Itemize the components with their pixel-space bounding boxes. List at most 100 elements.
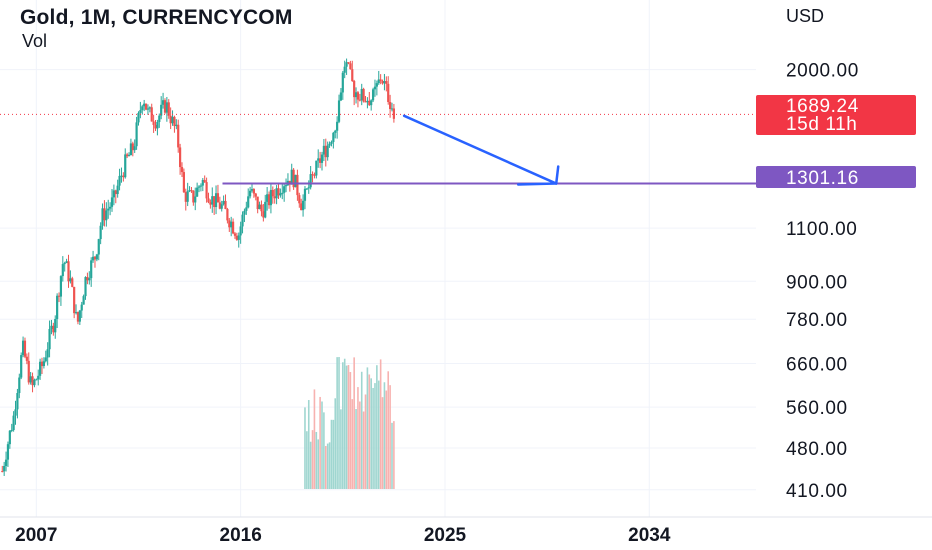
- candle-body: [264, 201, 267, 218]
- volume-bar: [323, 412, 325, 489]
- candle-body: [42, 361, 45, 367]
- candle-body: [214, 193, 218, 208]
- volume-bar: [340, 409, 342, 489]
- candle-body: [84, 277, 87, 297]
- arrow-shaft: [402, 114, 558, 185]
- candle-body: [252, 189, 255, 194]
- arrow-head: [516, 165, 560, 186]
- candle-body: [216, 193, 220, 203]
- candle-body: [82, 296, 85, 305]
- candle-body: [390, 108, 394, 110]
- candle-body: [197, 186, 201, 188]
- candle-body: [141, 106, 144, 111]
- candle-body: [354, 92, 358, 98]
- candle-body: [74, 312, 78, 314]
- volume-bar: [376, 365, 378, 489]
- candle-body: [228, 220, 231, 228]
- candle-body: [76, 312, 80, 322]
- volume-bar: [366, 367, 369, 489]
- candle-body: [25, 356, 28, 361]
- candle-body: [205, 182, 208, 199]
- volume-bar: [372, 387, 374, 489]
- volume-bar: [338, 357, 340, 489]
- support-level-value: 1301.16: [786, 168, 859, 189]
- volume-bar: [332, 419, 335, 489]
- last-price-value: 1689.24: [786, 96, 859, 117]
- candle-body: [283, 186, 286, 193]
- candle-body: [349, 63, 352, 70]
- candle-body: [152, 121, 155, 125]
- candle-body: [44, 357, 47, 362]
- candle-body: [91, 256, 95, 261]
- y-tick-label: 780.00: [786, 310, 848, 331]
- candle-body: [173, 116, 176, 127]
- candle-body: [368, 100, 371, 106]
- candle-body: [249, 190, 252, 197]
- candle-body: [209, 202, 212, 205]
- candle-body: [114, 190, 117, 195]
- volume-bar: [342, 362, 344, 489]
- candle-body: [129, 143, 133, 156]
- candle-body: [110, 197, 114, 207]
- candle-body: [59, 276, 63, 297]
- candle-body: [298, 195, 301, 204]
- trend-arrow-drawing[interactable]: [402, 114, 560, 186]
- candlesticks: [1, 58, 395, 476]
- candle-body: [256, 196, 259, 210]
- candle-body: [188, 190, 191, 192]
- x-axis-ticks: 2007 2016 2025 2034: [15, 525, 671, 546]
- candle-body: [347, 62, 350, 64]
- candle-body: [207, 198, 210, 203]
- volume-bar: [321, 401, 323, 489]
- candle-body: [73, 286, 76, 314]
- support-level-badge-bg: [756, 166, 916, 188]
- candle-body: [245, 207, 248, 211]
- volume-bar: [311, 430, 314, 489]
- candle-body: [317, 158, 320, 161]
- candle-body: [319, 158, 322, 163]
- candle-body: [93, 256, 97, 260]
- candle-body: [52, 325, 55, 333]
- volume-bar: [351, 399, 354, 489]
- last-price-badge[interactable]: 1689.24 15d 11h: [756, 95, 916, 135]
- candle-body: [61, 264, 64, 277]
- candle-body: [112, 190, 115, 198]
- candle-body: [171, 116, 174, 124]
- candle-body: [116, 185, 119, 195]
- volume-bar: [379, 359, 382, 489]
- candle-body: [107, 208, 110, 211]
- volume-bar: [336, 357, 338, 489]
- candle-body: [381, 81, 384, 84]
- x-tick-label: 2007: [15, 525, 57, 546]
- volume-bar: [391, 422, 393, 489]
- candle-body: [315, 160, 318, 176]
- candle-body: [1, 471, 4, 473]
- candle-body: [4, 459, 8, 466]
- y-tick-label: 660.00: [786, 355, 848, 376]
- candle-body: [211, 196, 214, 205]
- candle-body: [237, 235, 240, 240]
- candle-body: [160, 104, 163, 116]
- volume-bar: [368, 374, 371, 489]
- candle-body: [196, 187, 199, 197]
- candle-body: [336, 121, 339, 131]
- candle-body: [48, 328, 51, 350]
- candle-body: [366, 100, 369, 103]
- symbol-title[interactable]: Gold, 1M, CURRENCYCOM: [20, 6, 293, 29]
- candle-body: [313, 174, 316, 176]
- candle-body: [213, 196, 216, 208]
- candle-body: [371, 89, 375, 101]
- candle-body: [271, 189, 274, 197]
- volume-indicator-label[interactable]: Vol: [22, 31, 48, 51]
- volume-bar: [304, 407, 306, 489]
- candle-body: [334, 130, 337, 133]
- candle-body: [54, 318, 57, 333]
- support-level-badge[interactable]: 1301.16: [756, 166, 916, 189]
- candle-body: [146, 108, 150, 110]
- candle-body: [389, 101, 392, 110]
- candle-body: [131, 143, 134, 151]
- volume-bar: [357, 387, 359, 489]
- candle-body: [332, 132, 335, 143]
- volume-bar: [307, 400, 310, 489]
